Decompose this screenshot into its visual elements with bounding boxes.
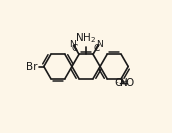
Text: N: N <box>70 40 76 49</box>
Text: -: - <box>116 79 118 85</box>
Text: Br: Br <box>26 61 38 72</box>
Text: N: N <box>120 78 128 88</box>
Text: O: O <box>115 78 123 88</box>
Text: N: N <box>96 40 103 49</box>
Text: C: C <box>94 44 100 53</box>
Text: C: C <box>72 44 78 53</box>
Text: NH$_2$: NH$_2$ <box>76 31 96 45</box>
Text: +: + <box>123 79 128 85</box>
Text: O: O <box>125 78 133 88</box>
